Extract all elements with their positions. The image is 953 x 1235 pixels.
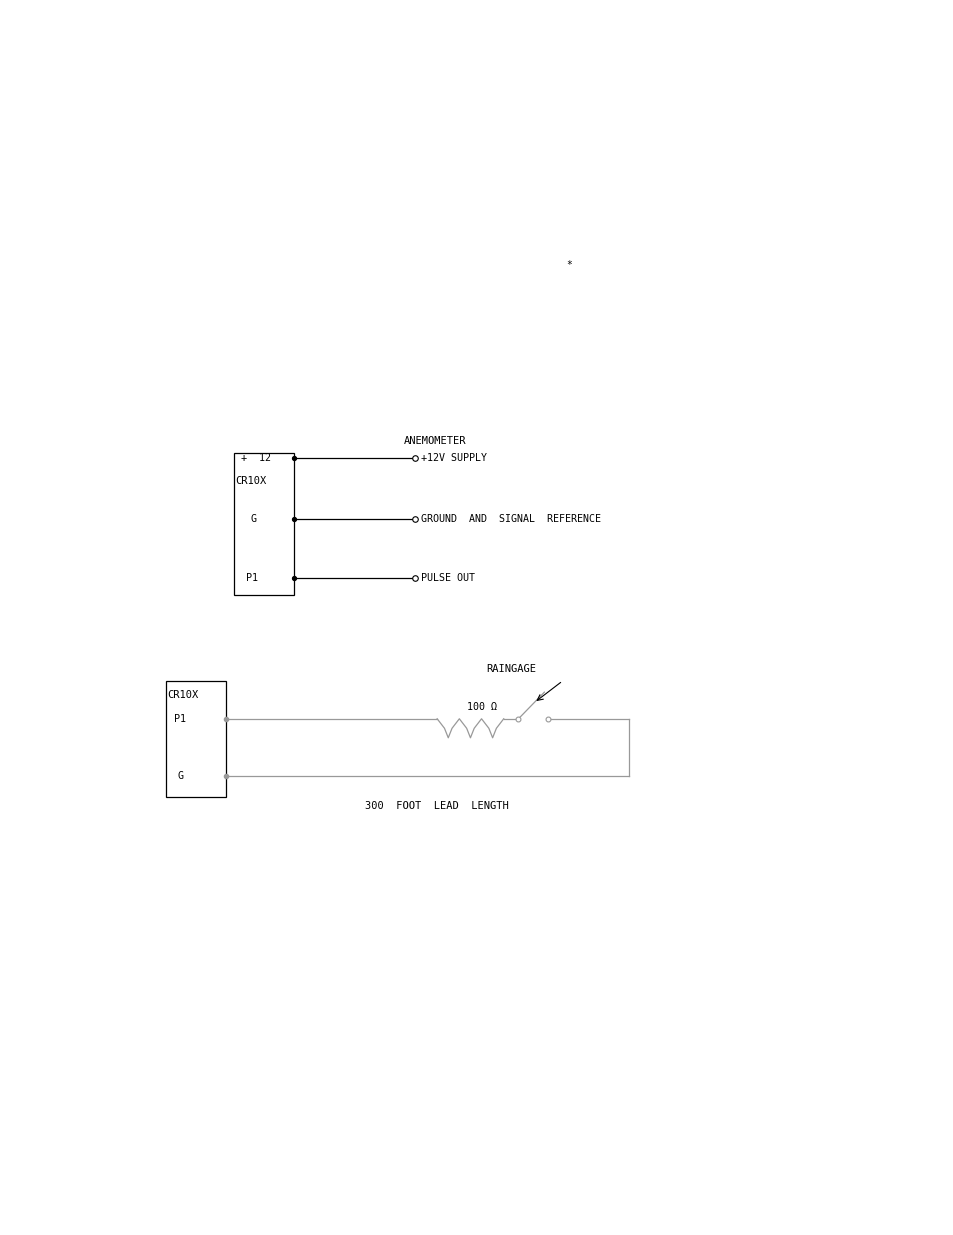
Text: G: G	[251, 514, 256, 524]
Text: P1: P1	[173, 714, 186, 724]
Text: CR10X: CR10X	[235, 475, 266, 487]
Text: +12V SUPPLY: +12V SUPPLY	[420, 453, 486, 463]
Text: PULSE OUT: PULSE OUT	[420, 573, 475, 583]
Bar	[233, 452, 294, 595]
Text: 100 Ω: 100 Ω	[466, 703, 496, 713]
Text: 300  FOOT  LEAD  LENGTH: 300 FOOT LEAD LENGTH	[365, 802, 509, 811]
Bar	[166, 680, 226, 797]
Text: *: *	[565, 261, 571, 270]
Text: ANEMOMETER: ANEMOMETER	[403, 436, 466, 446]
Text: P1: P1	[246, 573, 258, 583]
Text: CR10X: CR10X	[167, 690, 198, 700]
Text: GROUND  AND  SIGNAL  REFERENCE: GROUND AND SIGNAL REFERENCE	[420, 514, 600, 524]
Text: RAINGAGE: RAINGAGE	[486, 664, 536, 674]
Text: +  12: + 12	[241, 453, 271, 463]
Text: G: G	[177, 771, 184, 781]
